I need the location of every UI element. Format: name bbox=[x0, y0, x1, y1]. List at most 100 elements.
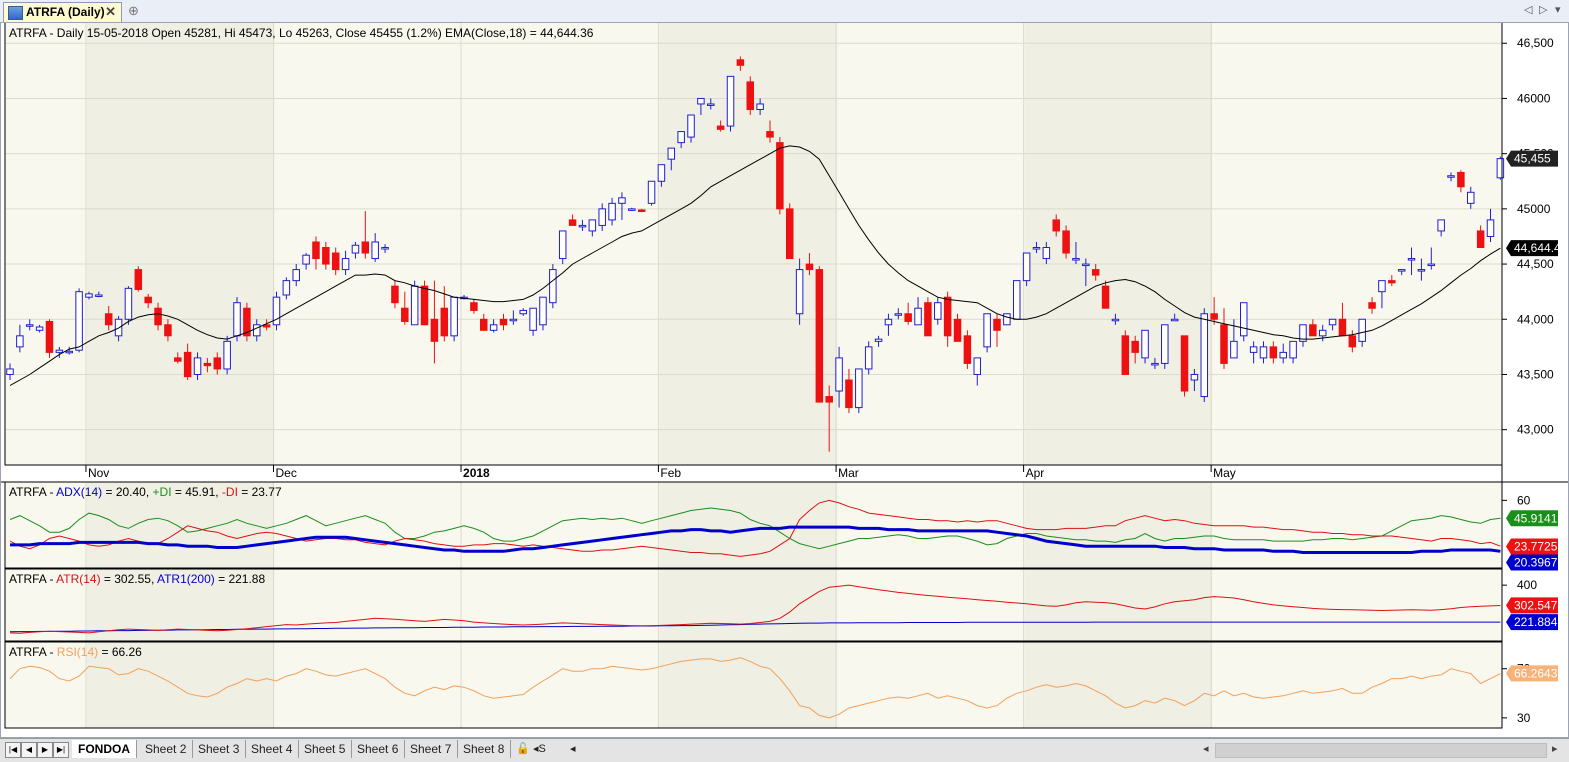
up-candle-body bbox=[667, 147, 676, 160]
panel-title-part: = 66.26 bbox=[98, 645, 142, 659]
down-candle-body bbox=[1368, 302, 1376, 309]
candle bbox=[1279, 343, 1287, 364]
horizontal-scrollbar[interactable] bbox=[1215, 743, 1547, 758]
down-candle-body bbox=[785, 208, 794, 260]
atr-series-line bbox=[9, 584, 1501, 634]
price-tick-label: 43,500 bbox=[1517, 367, 1554, 381]
up-candle-body bbox=[1042, 247, 1051, 260]
atr-value-marker-label: 302.547 bbox=[1514, 598, 1558, 612]
up-candle-body bbox=[1141, 329, 1149, 359]
up-candle-body bbox=[558, 230, 567, 260]
price-tick-label: 44,500 bbox=[1517, 257, 1554, 271]
down-candle-body bbox=[1269, 346, 1278, 359]
candle bbox=[894, 308, 903, 320]
sheet-tab-6[interactable]: Sheet 6 bbox=[351, 740, 406, 758]
candle bbox=[203, 357, 212, 373]
chart-tab[interactable]: ATRFA (Daily) ✕ bbox=[3, 2, 122, 22]
candle bbox=[519, 308, 527, 316]
scroll-right-icon[interactable]: ▸ bbox=[1552, 743, 1558, 755]
sheet-tab-5[interactable]: Sheet 5 bbox=[298, 740, 353, 758]
candle bbox=[1476, 225, 1485, 248]
candle bbox=[746, 76, 754, 116]
candle bbox=[687, 114, 695, 143]
down-candle-body bbox=[480, 318, 488, 331]
candle bbox=[618, 192, 626, 220]
next-sheet-button[interactable]: ▶ bbox=[37, 742, 53, 758]
candle bbox=[174, 352, 182, 364]
up-candle-body bbox=[1249, 346, 1258, 353]
autoscale-icon[interactable]: ◂S bbox=[533, 743, 546, 755]
candle bbox=[529, 307, 537, 336]
down-candle-body bbox=[144, 296, 152, 304]
scroll-left-icon[interactable]: ◂ bbox=[1203, 743, 1209, 755]
panel-title-part: ATR1(200) bbox=[157, 572, 215, 586]
atr-value-marker-label: 221.884 bbox=[1514, 615, 1558, 629]
collapse-arrow-icon[interactable]: ◂ bbox=[570, 743, 576, 755]
candle bbox=[1220, 308, 1228, 369]
atr-panel-title: ATRFA - ATR(14) = 302.55, ATR1(200) = 22… bbox=[9, 572, 265, 586]
chart-area[interactable]: 46,5004600045,5004500044,50044,00043,500… bbox=[0, 22, 1569, 738]
date-tick-label: Dec bbox=[275, 466, 296, 480]
down-candle-body bbox=[401, 307, 409, 322]
up-candle-body bbox=[1328, 318, 1337, 326]
adx-value-marker-shape bbox=[1506, 510, 1558, 527]
candle bbox=[16, 324, 24, 353]
down-candle-body bbox=[262, 324, 271, 328]
candle bbox=[361, 211, 370, 259]
close-tab-icon[interactable]: ✕ bbox=[105, 4, 116, 19]
candle bbox=[1022, 252, 1031, 287]
down-candle-body bbox=[953, 318, 962, 342]
sheet-tab-3[interactable]: Sheet 3 bbox=[192, 740, 247, 758]
up-candle-body bbox=[756, 103, 764, 110]
candle bbox=[1042, 241, 1051, 265]
sheet-tab-4[interactable]: Sheet 4 bbox=[245, 740, 300, 758]
down-candle-body bbox=[1309, 324, 1317, 337]
candle bbox=[736, 56, 745, 71]
up-candle-body bbox=[934, 302, 942, 320]
tab-list-menu-icon[interactable]: ▾ bbox=[1555, 4, 1561, 16]
candle bbox=[953, 313, 962, 342]
rsi-tick-label: 30 bbox=[1517, 711, 1531, 725]
up-candle-body bbox=[1417, 269, 1426, 272]
tab-scroll-right-icon[interactable]: ▷ bbox=[1539, 4, 1548, 16]
candle bbox=[262, 319, 271, 331]
candle bbox=[243, 302, 251, 342]
candle bbox=[1328, 318, 1337, 331]
sheet-tab-2[interactable]: Sheet 2 bbox=[139, 740, 194, 758]
candle bbox=[1358, 318, 1366, 347]
up-candle-body bbox=[282, 280, 291, 296]
down-candle-body bbox=[1052, 219, 1060, 232]
new-tab-icon[interactable]: ⊕ bbox=[128, 3, 139, 18]
tab-scroll-left-icon[interactable]: ◁ bbox=[1524, 4, 1533, 16]
down-candle-body bbox=[904, 313, 912, 322]
up-candle-body bbox=[835, 357, 843, 392]
candle bbox=[1309, 319, 1317, 337]
first-sheet-button[interactable]: |◀ bbox=[5, 742, 21, 758]
up-candle-body bbox=[1012, 280, 1021, 320]
candle bbox=[371, 233, 379, 262]
candle bbox=[253, 319, 261, 342]
down-candle-body bbox=[825, 396, 833, 403]
up-candle-body bbox=[381, 247, 389, 250]
sheet-tab-fondoa[interactable]: FONDOA bbox=[72, 740, 137, 758]
last-sheet-button[interactable]: ▶| bbox=[53, 742, 69, 758]
candle bbox=[25, 319, 34, 331]
panel-title-prefix: ATRFA - bbox=[9, 572, 56, 586]
candle bbox=[104, 306, 113, 331]
adx-series-line bbox=[9, 499, 1501, 557]
candle bbox=[904, 302, 912, 325]
prev-sheet-button[interactable]: ◀ bbox=[21, 742, 37, 758]
up-candle-body bbox=[618, 197, 626, 204]
up-candle-body bbox=[1378, 280, 1386, 293]
candle bbox=[1003, 313, 1011, 326]
lock-icon[interactable]: 🔓 bbox=[516, 743, 530, 755]
price-marker: 44,644.4 bbox=[1506, 240, 1561, 257]
up-candle-body bbox=[351, 244, 360, 254]
candle bbox=[1318, 324, 1327, 342]
candle bbox=[1091, 264, 1100, 281]
sheet-tab-7[interactable]: Sheet 7 bbox=[404, 740, 459, 758]
sheet-tab-8[interactable]: Sheet 8 bbox=[457, 740, 512, 758]
up-candle-body bbox=[371, 241, 379, 260]
candle bbox=[450, 296, 458, 342]
candle bbox=[1496, 156, 1505, 180]
